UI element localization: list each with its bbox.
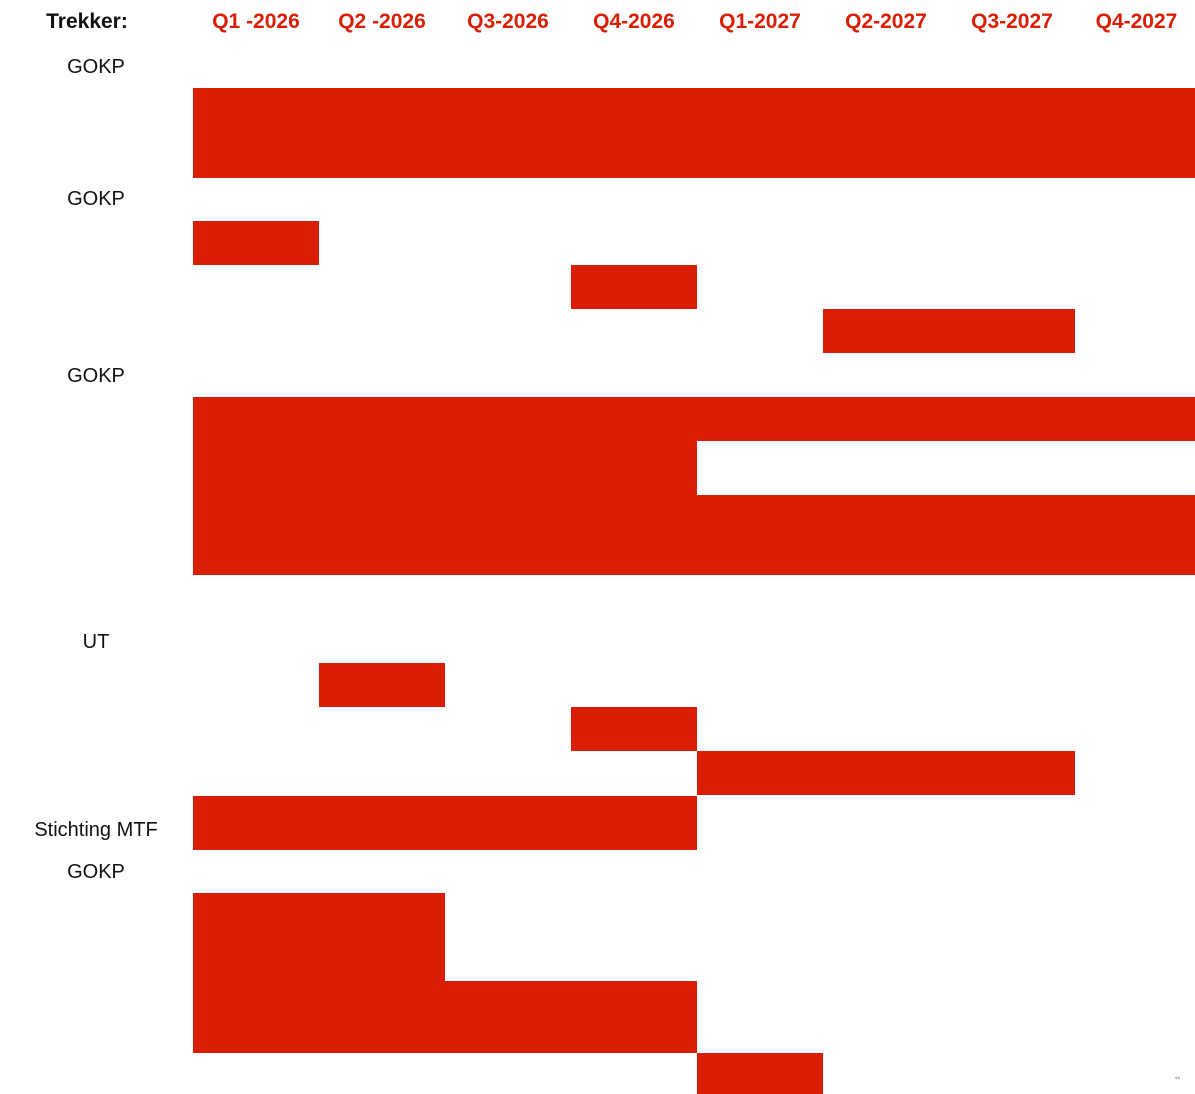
task-bars [193,88,1195,1094]
task-bar [823,309,1075,353]
task-bar [193,397,1195,441]
task-bar [319,663,445,707]
period-header: Trekker: Q1 -2026 Q2 -2026 Q3-2026 Q4-2026 Q1… [46,10,1177,33]
task-bar [697,1053,823,1094]
owner-label: Stichting MTF [34,819,157,841]
task-bar [193,133,1195,178]
task-bar [193,88,1195,133]
task-bar [193,981,697,1053]
task-bar [697,751,1075,795]
period-label-8: Q4-2027 [1096,10,1178,33]
period-label-2: Q2 -2026 [338,10,426,33]
task-bar [571,265,697,309]
task-bar [193,441,697,495]
task-bar [193,221,319,265]
task-bar [193,535,1195,575]
owner-label: GOKP [67,56,125,78]
period-label-5: Q1-2027 [719,10,801,33]
owner-label: UT [83,631,110,653]
corner-glyph: ¨ [1174,1076,1181,1092]
owner-labels: GOKP GOKP GOKP UT Stichting MTF GOKP [34,56,157,883]
task-bar [193,796,697,850]
period-label-3: Q3-2026 [467,10,549,33]
period-label-1: Q1 -2026 [212,10,300,33]
period-label-7: Q3-2027 [971,10,1053,33]
task-bar [571,707,697,751]
owner-label: GOKP [67,861,125,883]
header-label: Trekker: [46,10,128,33]
task-bar [193,495,1195,535]
period-label-6: Q2-2027 [845,10,927,33]
period-label-4: Q4-2026 [593,10,675,33]
owner-label: GOKP [67,365,125,387]
task-bar [193,893,445,981]
owner-label: GOKP [67,188,125,210]
